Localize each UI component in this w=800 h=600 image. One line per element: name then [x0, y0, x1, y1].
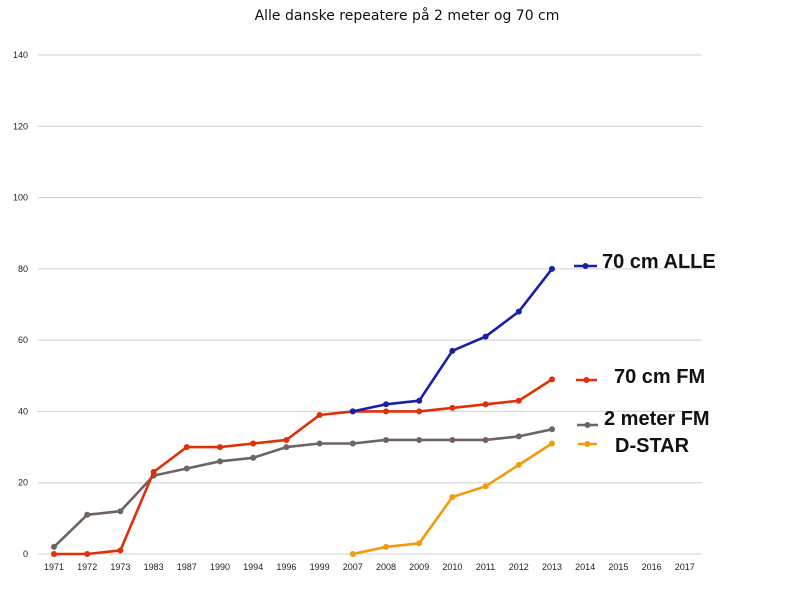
- x-tick-label: 1987: [177, 562, 197, 572]
- series-line: [52, 378, 554, 556]
- data-point: [316, 440, 323, 447]
- data-point: [449, 404, 456, 411]
- legend-label: 70 cm ALLE: [602, 251, 716, 273]
- data-point: [482, 436, 489, 443]
- data-point: [515, 397, 522, 404]
- y-tick-label: 40: [18, 406, 28, 416]
- legend-item: 70 cm ALLE: [574, 251, 716, 273]
- x-tick-label: 1973: [110, 562, 130, 572]
- legend-item: 70 cm FM: [576, 366, 705, 388]
- x-tick-label: 1972: [77, 562, 97, 572]
- legend-item: D-STAR: [578, 435, 690, 457]
- x-tick-label: 1971: [44, 562, 64, 572]
- y-tick-label: 100: [13, 193, 28, 203]
- data-point: [250, 454, 257, 461]
- legend-label: 70 cm FM: [614, 366, 705, 388]
- series-70-cm-fm: [51, 376, 555, 557]
- x-tick-label: 1983: [144, 562, 164, 572]
- legend-marker: [584, 441, 591, 447]
- data-point: [349, 440, 356, 447]
- series-lines: [51, 265, 555, 557]
- x-tick-label: 2015: [608, 562, 628, 572]
- series-line: [52, 428, 554, 549]
- data-point: [183, 465, 190, 472]
- data-point: [84, 511, 91, 518]
- x-tick-label: 2017: [675, 562, 695, 572]
- data-point: [217, 458, 223, 465]
- series-70-cm-alle: [349, 265, 555, 415]
- data-point: [449, 347, 456, 354]
- x-tick-label: 2012: [509, 562, 529, 572]
- data-point: [549, 426, 555, 433]
- x-tick-label: 1999: [310, 562, 330, 572]
- y-tick-label: 60: [18, 335, 28, 345]
- data-point: [316, 411, 323, 418]
- legend: 70 cm ALLE 70 cm FM 2 meter FM D-STAR: [574, 251, 716, 457]
- data-point: [349, 551, 356, 557]
- data-point: [84, 551, 91, 557]
- x-tick-label: 1990: [210, 562, 230, 572]
- x-tick-label: 2007: [343, 562, 363, 572]
- data-point: [383, 436, 389, 443]
- data-point: [51, 543, 57, 550]
- data-point: [217, 444, 223, 451]
- y-tick-label: 80: [18, 264, 28, 274]
- data-point: [449, 436, 456, 443]
- legend-marker: [583, 377, 590, 383]
- data-point: [482, 333, 489, 340]
- data-point: [549, 265, 555, 272]
- x-tick-label: 2014: [575, 562, 595, 572]
- series-d-star: [349, 440, 555, 557]
- data-point: [549, 440, 555, 447]
- data-point: [515, 461, 522, 468]
- data-point: [150, 469, 157, 476]
- x-tick-label: 2011: [476, 562, 495, 572]
- x-tick-label: 2016: [642, 562, 662, 572]
- data-point: [283, 436, 290, 443]
- data-point: [515, 433, 522, 440]
- data-point: [117, 547, 124, 554]
- data-point: [482, 483, 489, 490]
- gridlines: [38, 54, 702, 555]
- data-point: [416, 540, 423, 547]
- series-2-meter-fm: [51, 426, 555, 550]
- x-tick-label: 2009: [409, 562, 429, 572]
- data-point: [117, 508, 124, 515]
- y-axis-ticks: 0 20 40 60 80 100 120 140: [13, 50, 28, 559]
- y-tick-label: 140: [13, 50, 28, 60]
- data-point: [51, 551, 57, 557]
- data-point: [416, 436, 423, 443]
- data-point: [183, 444, 190, 451]
- data-point: [416, 397, 423, 404]
- x-tick-label: 1996: [276, 562, 296, 572]
- legend-marker: [584, 422, 591, 428]
- y-tick-label: 0: [23, 549, 28, 559]
- x-tick-label: 2013: [542, 562, 562, 572]
- data-point: [449, 493, 456, 500]
- x-axis-ticks: 1971 1972 1973 1983 1987 1990 1994 1996 1999 2007…: [44, 562, 695, 572]
- legend-marker: [582, 263, 589, 269]
- legend-item: 2 meter FM: [577, 408, 710, 430]
- x-tick-label: 1994: [243, 562, 263, 572]
- data-point: [283, 444, 290, 451]
- data-point: [482, 401, 489, 408]
- legend-label: 2 meter FM: [604, 408, 710, 430]
- x-tick-label: 2010: [442, 562, 462, 572]
- x-tick-label: 2008: [376, 562, 396, 572]
- data-point: [250, 440, 257, 447]
- data-point: [383, 543, 389, 550]
- data-point: [383, 408, 389, 415]
- y-tick-label: 120: [13, 121, 28, 131]
- data-point: [549, 376, 555, 383]
- data-point: [515, 308, 522, 315]
- legend-label: D-STAR: [615, 435, 690, 457]
- data-point: [416, 408, 423, 415]
- data-point: [349, 408, 356, 415]
- chart-title: Alle danske repeatere på 2 meter og 70 c…: [255, 7, 560, 24]
- data-point: [383, 401, 389, 408]
- y-tick-label: 20: [18, 478, 28, 488]
